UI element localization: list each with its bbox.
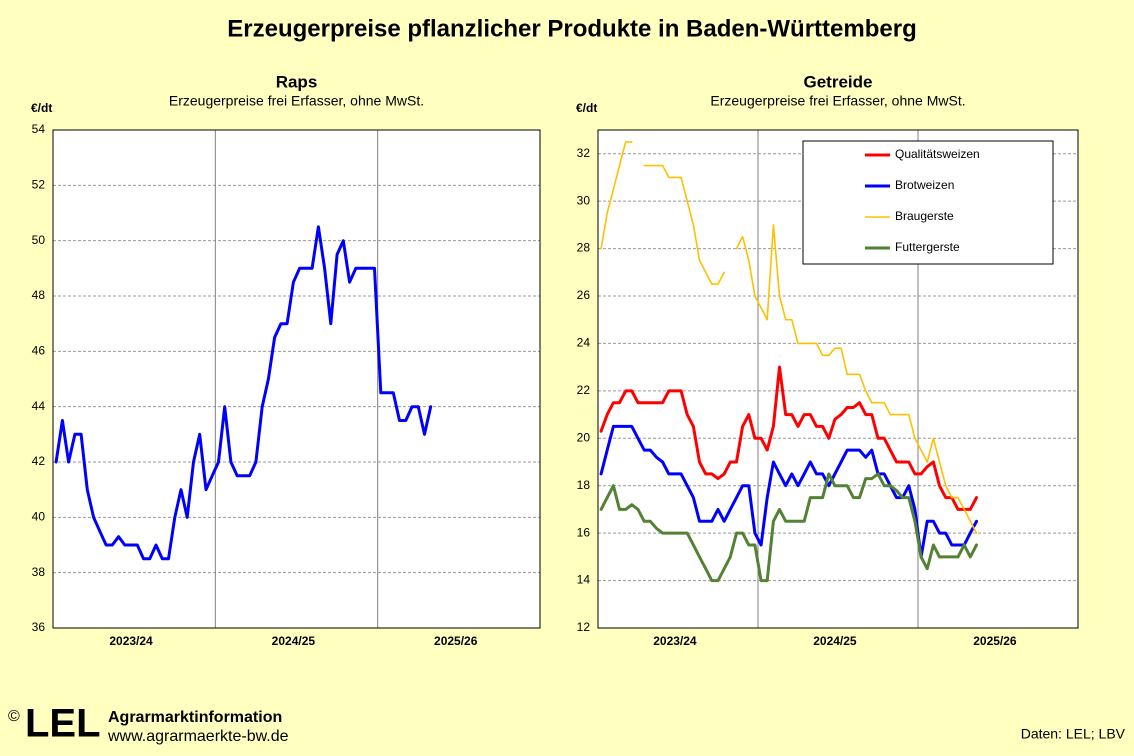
series-line	[599, 424, 978, 559]
y-tick-label: 16	[577, 525, 591, 539]
y-tick-label: 24	[577, 336, 591, 350]
chart-subtitle: Erzeugerpreise frei Erfasser, ohne MwSt.	[710, 93, 965, 109]
x-tick-label: 2023/24	[653, 634, 697, 648]
legend-label: Brotweizen	[895, 178, 954, 192]
y-tick-label: 18	[577, 478, 591, 492]
y-tick-label: 28	[577, 241, 591, 255]
plot-frame	[597, 129, 1079, 629]
x-tick-label: 2024/25	[272, 634, 316, 648]
legend-label: Futtergerste	[895, 240, 960, 254]
chart-subtitle: Erzeugerpreise frei Erfasser, ohne MwSt.	[169, 93, 424, 109]
y-tick-label: 44	[32, 399, 46, 413]
y-tick-label: 54	[32, 122, 46, 136]
y-tick-label: 42	[32, 454, 46, 468]
copyright: ©	[8, 708, 20, 725]
legend-label: Qualitätsweizen	[895, 147, 980, 161]
y-tick-label: 12	[577, 620, 591, 634]
y-tick-label: 46	[32, 344, 46, 358]
y-tick-label: 14	[577, 573, 591, 587]
x-tick-label: 2024/25	[813, 634, 857, 648]
page-title: Erzeugerpreise pflanzlicher Produkte in …	[227, 15, 916, 42]
x-tick-label: 2025/26	[434, 634, 478, 648]
y-tick-label: 30	[577, 193, 591, 207]
logo: LEL	[25, 702, 101, 746]
y-tick-label: 22	[577, 383, 591, 397]
org-url: www.agrarmaerkte-bw.de	[107, 728, 289, 745]
chart-title: Raps	[276, 72, 318, 91]
y-axis-label: €/dt	[576, 101, 597, 115]
y-tick-label: 38	[32, 565, 46, 579]
y-tick-label: 36	[32, 620, 46, 634]
y-tick-label: 20	[577, 430, 591, 444]
legend-label: Braugerste	[895, 209, 954, 223]
chart-title: Getreide	[804, 72, 873, 91]
y-tick-label: 50	[32, 233, 46, 247]
y-tick-label: 26	[577, 288, 591, 302]
plot-frame	[52, 129, 541, 629]
y-axis-label: €/dt	[31, 101, 52, 115]
data-source: Daten: LEL; LBV	[1021, 726, 1126, 742]
plot-area	[53, 130, 540, 628]
legend-box	[802, 140, 1054, 265]
series-line	[54, 225, 433, 561]
y-tick-label: 52	[32, 178, 46, 192]
series-line	[599, 472, 978, 583]
org-name: Agrarmarktinformation	[108, 709, 282, 726]
x-tick-label: 2025/26	[973, 634, 1017, 648]
series-line	[599, 365, 978, 511]
y-tick-label: 48	[32, 288, 46, 302]
y-tick-label: 32	[577, 146, 591, 160]
y-tick-label: 40	[32, 510, 46, 524]
series-line	[600, 141, 978, 534]
x-tick-label: 2023/24	[109, 634, 153, 648]
